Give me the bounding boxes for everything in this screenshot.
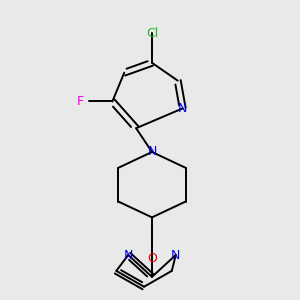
Text: N: N bbox=[147, 146, 157, 158]
Text: N: N bbox=[124, 248, 133, 262]
Text: N: N bbox=[171, 248, 180, 262]
Text: Cl: Cl bbox=[146, 27, 158, 40]
Text: F: F bbox=[76, 95, 84, 108]
Text: N: N bbox=[178, 102, 188, 115]
Text: O: O bbox=[147, 253, 157, 266]
